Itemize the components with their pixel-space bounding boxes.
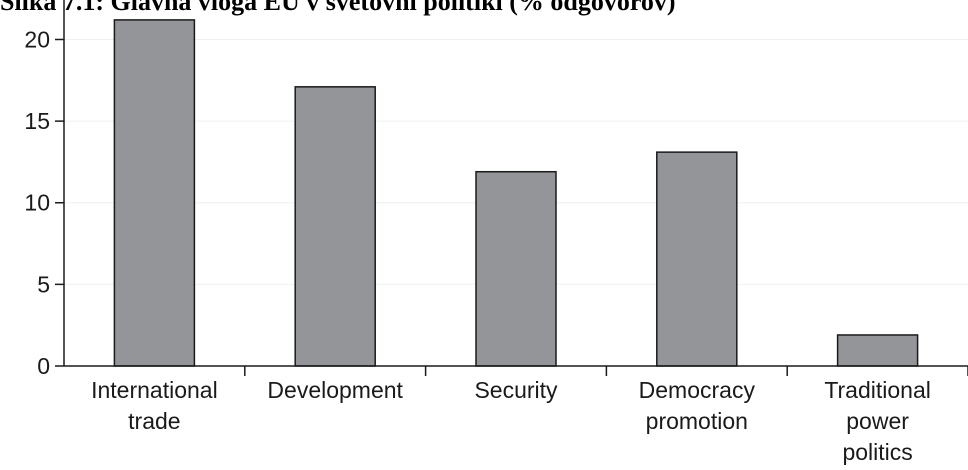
x-tick-label-line: Development bbox=[267, 377, 403, 403]
y-tick-label: 10 bbox=[24, 190, 50, 216]
x-tick-label: Development bbox=[267, 377, 403, 403]
x-tick-label-line: Traditional bbox=[824, 377, 931, 403]
x-tick-label-line: International bbox=[91, 377, 218, 403]
bar bbox=[836, 334, 919, 367]
y-tick-label: 0 bbox=[37, 353, 50, 379]
bar bbox=[475, 170, 557, 367]
y-tick-label: 15 bbox=[24, 108, 50, 134]
bar bbox=[294, 86, 376, 367]
x-tick-label-line: promotion bbox=[646, 408, 748, 434]
x-tick-label: Democracy promotion bbox=[639, 377, 756, 434]
x-tick-label-line: power bbox=[846, 408, 909, 434]
x-tick-label-line: politics bbox=[842, 439, 912, 465]
bar bbox=[656, 151, 738, 367]
y-tick-label: 5 bbox=[37, 271, 50, 297]
x-tick-label-line: Democracy bbox=[639, 377, 756, 403]
y-tick-label: 20 bbox=[24, 26, 50, 52]
bars bbox=[113, 19, 919, 367]
bar bbox=[113, 19, 196, 367]
chart-title: Slika 7.1: Glavna vloga EU v svetovni po… bbox=[0, 0, 676, 16]
x-tick-label-line: trade bbox=[128, 408, 180, 434]
x-tick-label: Security bbox=[474, 377, 558, 403]
axes: 0 5 10 15 20 International trade Development Sec… bbox=[24, 0, 968, 465]
x-tick-label: International trade bbox=[91, 377, 218, 434]
x-tick-label: Traditional power politics bbox=[824, 377, 931, 465]
x-tick-label-line: Security bbox=[474, 377, 558, 403]
